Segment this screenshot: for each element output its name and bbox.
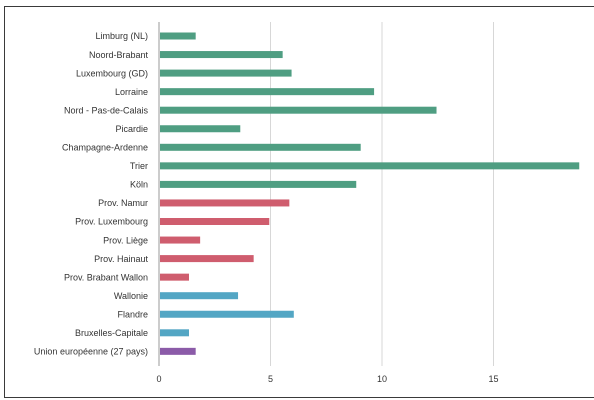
bar <box>160 292 239 300</box>
bar-series <box>160 32 580 355</box>
category-label: Luxembourg (GD) <box>76 68 148 78</box>
bar <box>160 180 357 188</box>
category-label: Noord-Brabant <box>89 50 149 60</box>
category-label: Köln <box>130 180 148 190</box>
category-label: Nord - Pas-de-Calais <box>64 105 149 115</box>
bar <box>160 143 361 151</box>
category-label: Prov. Brabant Wallon <box>64 272 148 282</box>
bar <box>160 162 580 170</box>
category-label: Champagne-Ardenne <box>62 143 148 153</box>
category-label: Prov. Hainaut <box>94 254 148 264</box>
category-label: Union européenne (27 pays) <box>34 347 148 357</box>
x-tick-label: 15 <box>488 374 498 384</box>
category-label: Wallonie <box>114 291 148 301</box>
x-tick-label: 10 <box>377 374 387 384</box>
category-label: Picardie <box>115 124 148 134</box>
x-tick-labels: 0510152 <box>156 374 498 384</box>
category-label: Prov. Luxembourg <box>75 217 148 227</box>
category-label: Lorraine <box>115 87 148 97</box>
bar <box>160 125 241 133</box>
bar <box>160 347 196 355</box>
bar <box>160 218 270 225</box>
category-label: Bruxelles-Capitale <box>75 328 148 338</box>
category-label: Limburg (NL) <box>95 31 148 41</box>
grid-lines <box>270 22 494 366</box>
x-tick-label: 0 <box>156 374 161 384</box>
bar <box>160 310 294 318</box>
category-label: Flandre <box>117 309 148 319</box>
bar <box>160 236 201 244</box>
bar <box>160 32 196 40</box>
x-tick-label: 5 <box>268 374 273 384</box>
bar <box>160 329 189 337</box>
bar <box>160 51 283 59</box>
category-label: Prov. Namur <box>98 198 148 208</box>
bar <box>160 88 375 96</box>
category-label: Trier <box>130 161 148 171</box>
category-labels: Limburg (NL) Noord-Brabant Luxembourg (GD)… <box>34 31 149 356</box>
bar <box>160 199 290 207</box>
bar <box>160 69 292 77</box>
bar <box>160 106 437 114</box>
chart-frame <box>4 6 594 398</box>
bar <box>160 273 189 281</box>
bar <box>160 255 254 263</box>
category-label: Prov. Liège <box>103 235 148 245</box>
